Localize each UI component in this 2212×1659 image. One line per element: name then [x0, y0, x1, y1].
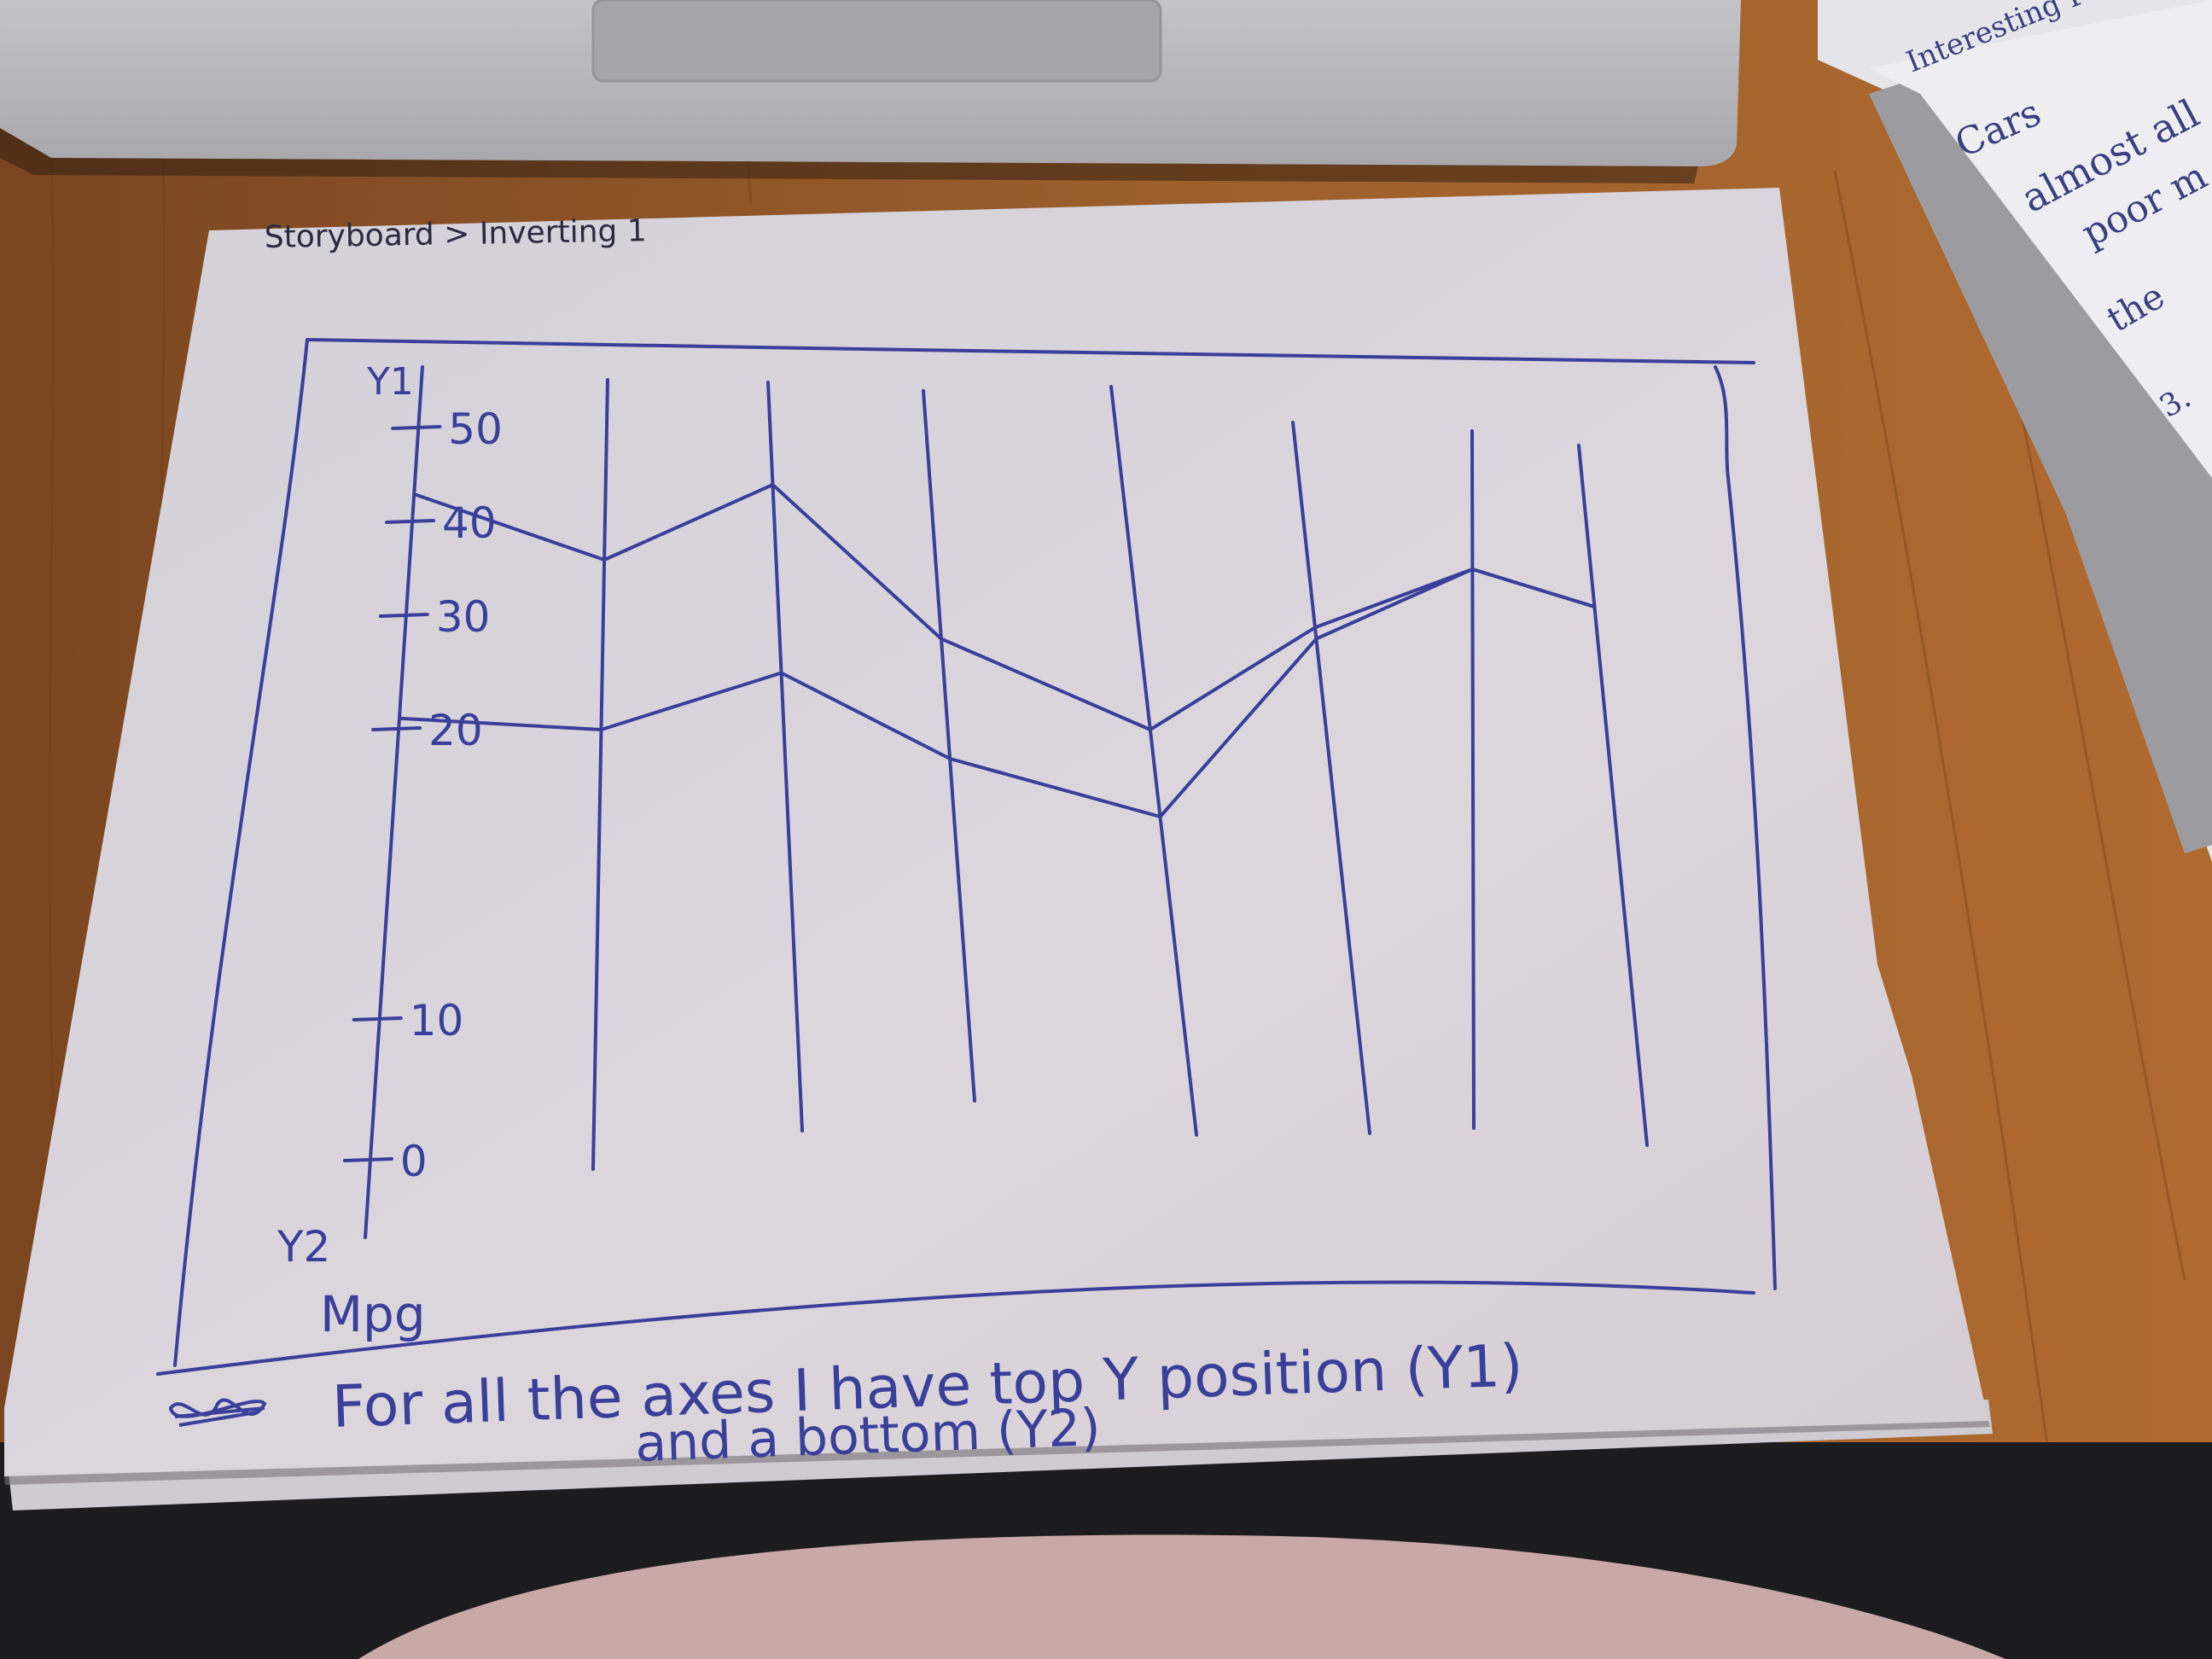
fabric [358, 1534, 2005, 1659]
laptop-hinge-shadow [0, 128, 1698, 183]
axis-line-5 [1109, 385, 1198, 1137]
axis-tick [352, 1016, 403, 1022]
axis-line-8 [1577, 444, 1649, 1147]
laptop-trackpad [591, 0, 1162, 83]
axis-tick [342, 1157, 393, 1162]
chart-frame [156, 338, 1777, 1376]
axis-line-4 [922, 389, 976, 1103]
axis-tick-label: 30 [436, 592, 491, 642]
side-note-top-page [1869, 0, 2212, 478]
axis-top-label: Y1 [366, 360, 414, 404]
axis-bottom-label: Y2 [276, 1222, 330, 1272]
axis-tick-label: 10 [410, 996, 464, 1045]
axis-line-7 [1470, 429, 1476, 1130]
axis-line-3 [766, 381, 804, 1132]
axis-tick [385, 519, 436, 524]
laptop [0, 0, 1741, 166]
axis-tick [371, 726, 422, 731]
axis-tick [391, 425, 442, 430]
axis-line-1 [364, 365, 424, 1239]
axis-line-2 [591, 378, 609, 1171]
axis-tick [378, 613, 429, 618]
storyboard-header: Storyboard > Inverting 1 [264, 213, 647, 255]
storyboard-paper [4, 188, 1988, 1476]
side-note-shadow-page [1869, 77, 2212, 853]
axis-tick-label: 20 [428, 706, 483, 755]
series-line-1 [412, 483, 1597, 731]
axis-tick-label: 0 [400, 1137, 428, 1186]
paper-edge-shadow [4, 1421, 1990, 1485]
series-line-2 [398, 568, 1597, 818]
axis-line-6 [1291, 421, 1371, 1135]
axis-unit-label: Mpg [320, 1285, 426, 1343]
scribble-mark [168, 1398, 267, 1427]
axis-tick-label: 50 [448, 405, 503, 454]
